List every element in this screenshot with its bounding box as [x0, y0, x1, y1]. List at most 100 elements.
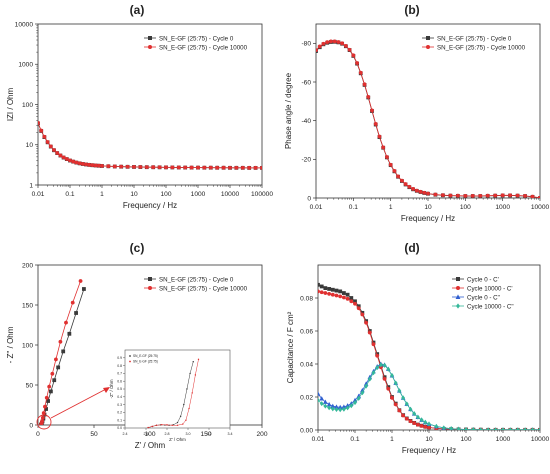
data-point: [330, 287, 335, 292]
legend-marker: [148, 286, 152, 290]
inset-y-tick-label: 0.8: [117, 364, 122, 368]
zoom-arrow: [50, 387, 109, 419]
data-point: [176, 165, 181, 170]
data-point: [64, 320, 68, 325]
data-point: [403, 182, 408, 186]
data-point: [40, 419, 45, 423]
inset-y-tick-label: 0.6: [117, 379, 122, 383]
data-point: [48, 144, 53, 149]
data-point: [390, 395, 394, 400]
data-point: [385, 155, 389, 159]
legend-marker: [456, 277, 460, 281]
data-point: [538, 195, 540, 198]
inset-frame: [124, 349, 231, 429]
data-point: [330, 403, 336, 408]
zoom-circle: [36, 414, 52, 430]
data-point: [393, 380, 398, 386]
data-point: [433, 192, 438, 197]
inset-data-point: [179, 415, 182, 417]
data-point: [377, 134, 382, 139]
data-point: [228, 165, 232, 170]
data-point: [38, 120, 40, 125]
data-point: [40, 415, 45, 420]
data-point: [393, 402, 398, 407]
data-point: [345, 405, 350, 411]
data-point: [96, 163, 101, 168]
x-axis-label: Frequency / Hz: [402, 446, 456, 455]
y-tick-label: -80: [301, 41, 311, 48]
data-point: [382, 362, 387, 368]
data-point: [345, 296, 350, 301]
x-tick-label: 0.01: [32, 191, 45, 198]
data-point: [318, 391, 321, 396]
panel-d: 0.01 0.1 1 10 100 1000 10000 0.00 0.02 0.04 0.06 0.…: [286, 264, 549, 455]
data-point: [360, 312, 365, 317]
data-point: [106, 164, 111, 169]
data-point: [456, 426, 461, 430]
x-tick-label: 0.1: [65, 191, 74, 198]
inset-y-tick-label: 0.9: [117, 356, 122, 360]
x-tick-label: 100: [144, 431, 155, 438]
data-point: [330, 406, 335, 412]
data-point: [353, 301, 357, 306]
series-group: [39, 279, 86, 425]
data-point: [367, 376, 372, 382]
data-point: [449, 426, 454, 430]
inset-data-point: [191, 392, 193, 394]
inset-x-tick-label: 2.6: [144, 432, 149, 436]
data-point: [321, 41, 326, 46]
data-point: [508, 427, 513, 430]
y-tick-label: -40: [301, 118, 311, 125]
inset-y-tick-label: 0.0: [117, 426, 122, 430]
data-point: [323, 291, 328, 295]
data-point: [332, 39, 337, 44]
y-tick-label: 0.06: [300, 328, 313, 335]
inset-data-point: [155, 424, 158, 426]
data-point: [170, 165, 175, 170]
data-point: [371, 370, 376, 376]
inset-x-tick-label: 2.8: [165, 432, 170, 436]
data-point: [418, 189, 423, 194]
data-point: [471, 427, 476, 430]
data-point: [501, 427, 505, 430]
data-point: [112, 164, 117, 169]
data-point: [196, 165, 200, 170]
data-point: [441, 425, 446, 430]
x-tick-label: 100: [460, 436, 471, 443]
x-axis-label: Frequency / Hz: [401, 214, 455, 223]
data-point: [415, 422, 420, 427]
y-axis-label: Capacitance / F cm²: [286, 311, 295, 383]
y-axis-label: Phase angle / degree: [284, 72, 293, 149]
inset-data-point: [171, 424, 173, 426]
legend-marker: [148, 45, 152, 49]
data-point: [52, 148, 56, 152]
data-point: [330, 292, 335, 297]
data-point: [515, 427, 520, 430]
data-point: [138, 165, 143, 169]
data-point: [84, 162, 88, 167]
data-point: [341, 295, 346, 300]
data-point: [221, 165, 226, 170]
data-point: [52, 378, 57, 383]
data-point: [54, 357, 58, 362]
y-tick-label: 0.02: [300, 394, 313, 401]
y-tick-label: -60: [301, 79, 311, 86]
panel-label-d: (d): [404, 241, 419, 255]
legend-label: SN_E-GF (25:75) - Cycle 10000: [159, 45, 248, 52]
data-point: [364, 383, 369, 389]
data-point: [423, 424, 428, 429]
data-point: [80, 161, 85, 166]
legend-label: SN_E-GF (25:75) - Cycle 0: [437, 36, 512, 43]
legend-label: SN_E-GF (25:75) - Cycle 10000: [159, 286, 248, 293]
data-point: [338, 407, 343, 413]
inset-data-point: [161, 424, 163, 426]
data-point: [317, 44, 322, 49]
data-point: [390, 373, 394, 379]
legend-label: Cycle 0 - C': [467, 277, 499, 284]
data-point: [523, 427, 528, 430]
y-tick-label: 1000: [18, 62, 33, 69]
inset-x-tick-label: 3.2: [207, 432, 212, 436]
series-group: [38, 120, 262, 170]
data-point: [338, 289, 343, 294]
